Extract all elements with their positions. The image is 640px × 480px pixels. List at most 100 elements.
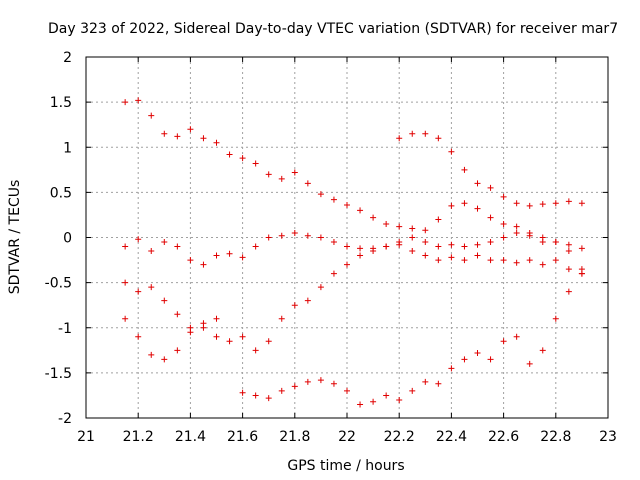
y-tick-labels: 2 1.5 1 0.5 0 -0.5 -1 -1.5 -2 — [45, 50, 72, 427]
series-track-3 — [122, 229, 585, 268]
series-track-5 — [122, 279, 220, 331]
data-point — [370, 245, 377, 252]
data-point — [578, 245, 585, 252]
x-tick-labels: 21 21.2 21.4 21.6 21.8 22 22.2 22.4 22.6 22.8 23 — [77, 429, 617, 445]
y-tick-label: -0.5 — [45, 276, 72, 292]
data-point — [500, 220, 507, 227]
data-point — [409, 234, 416, 241]
data-point — [409, 225, 416, 232]
data-point — [135, 288, 142, 295]
x-axis-label: GPS time / hours — [287, 458, 404, 474]
data-point — [383, 220, 390, 227]
data-point — [578, 200, 585, 207]
x-tick-label: 21.6 — [227, 429, 258, 445]
data-point — [357, 207, 364, 214]
data-point — [474, 252, 481, 259]
data-point — [239, 254, 246, 261]
data-point — [448, 365, 455, 372]
data-point — [487, 257, 494, 264]
data-point — [461, 243, 468, 250]
data-point — [526, 257, 533, 264]
data-point — [304, 297, 311, 304]
y-tick-label: -1.5 — [45, 366, 72, 382]
y-tick-label: -2 — [58, 411, 72, 427]
data-point — [187, 126, 194, 133]
data-point — [174, 133, 181, 140]
data-point — [487, 356, 494, 363]
data-point — [552, 315, 559, 322]
data-point — [330, 270, 337, 277]
data-point — [226, 250, 233, 257]
data-point — [461, 200, 468, 207]
data-point — [265, 395, 272, 402]
data-point — [148, 284, 155, 291]
data-point — [396, 396, 403, 403]
data-point — [565, 198, 572, 205]
data-point — [435, 135, 442, 142]
data-point — [435, 243, 442, 250]
data-point — [265, 338, 272, 345]
data-point — [239, 155, 246, 162]
data-point — [330, 239, 337, 246]
data-point — [513, 200, 520, 207]
data-point — [330, 380, 337, 387]
data-point — [500, 338, 507, 345]
y-tick-label: -1 — [58, 321, 72, 337]
data-point — [461, 257, 468, 264]
data-point — [278, 387, 285, 394]
data-point — [383, 392, 390, 399]
data-point — [578, 266, 585, 273]
y-tick-label: 1.5 — [50, 95, 72, 111]
data-point — [500, 257, 507, 264]
data-point — [435, 257, 442, 264]
data-point — [226, 151, 233, 158]
data-point — [304, 232, 311, 239]
series-track-4 — [122, 241, 585, 363]
data-point — [252, 243, 259, 250]
x-tick-label: 22.8 — [540, 429, 571, 445]
series-track-1 — [122, 97, 585, 277]
data-point — [552, 257, 559, 264]
plot-frame — [85, 56, 609, 419]
data-point — [161, 356, 168, 363]
y-tick-label: 2 — [63, 50, 72, 66]
data-point — [422, 130, 429, 137]
data-point — [422, 378, 429, 385]
data-point — [278, 175, 285, 182]
data-point — [252, 347, 259, 354]
data-point — [435, 216, 442, 223]
data-point — [552, 239, 559, 246]
data-point — [200, 135, 207, 142]
x-tick-label: 22 — [338, 429, 356, 445]
data-point — [135, 333, 142, 340]
data-point — [461, 356, 468, 363]
grid — [86, 57, 608, 418]
data-point — [396, 223, 403, 230]
data-point — [565, 288, 572, 295]
data-point — [526, 232, 533, 239]
data-point — [317, 377, 324, 384]
data-point — [252, 160, 259, 167]
data-point — [344, 243, 350, 250]
data-point — [344, 261, 350, 268]
data-point — [317, 234, 324, 241]
data-point — [122, 315, 129, 322]
data-point — [409, 387, 416, 394]
data-point — [500, 193, 507, 200]
data-point — [565, 266, 572, 273]
data-point — [122, 99, 129, 106]
data-points — [122, 97, 585, 408]
x-tick-label: 21.4 — [175, 429, 206, 445]
data-point — [291, 383, 298, 390]
data-point — [265, 171, 272, 178]
data-point — [487, 184, 494, 191]
data-point — [239, 333, 246, 340]
data-point — [396, 241, 403, 248]
data-point — [148, 248, 155, 255]
data-point — [370, 214, 377, 221]
data-point — [487, 239, 494, 246]
data-point — [135, 97, 142, 104]
data-point — [344, 387, 350, 394]
data-point — [148, 351, 155, 358]
y-tick-label: 0.5 — [50, 185, 72, 201]
